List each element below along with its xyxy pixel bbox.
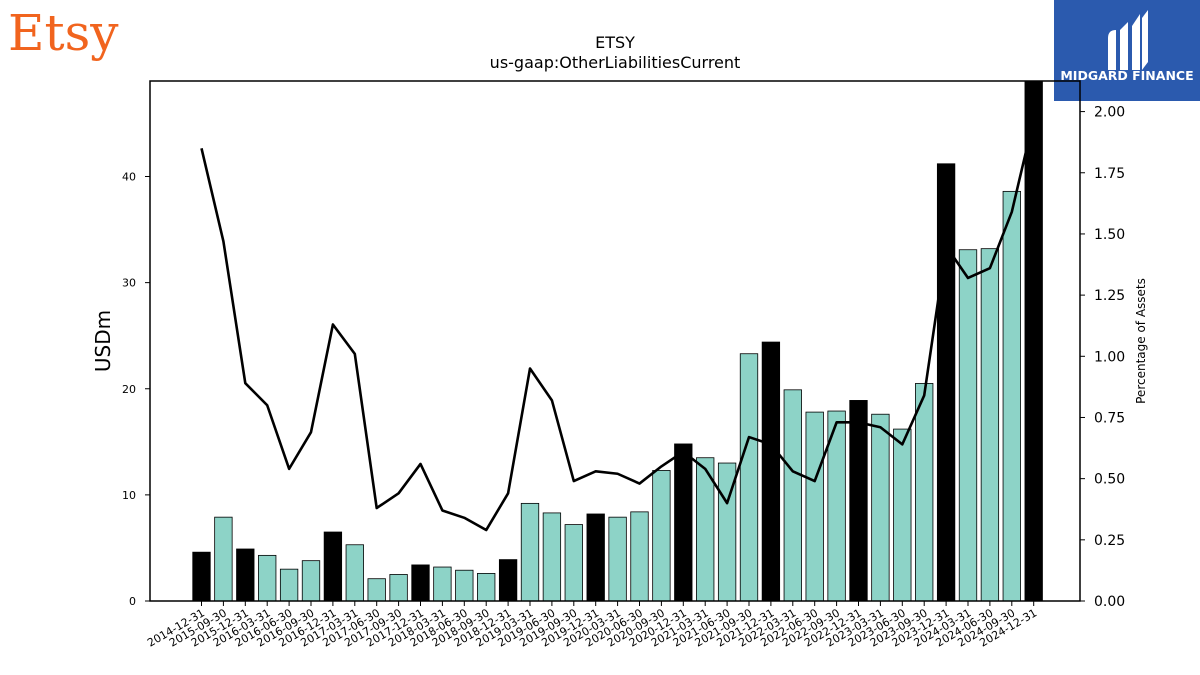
y2-tick-label: 0.75 xyxy=(1094,410,1125,426)
bar xyxy=(739,353,759,602)
bar xyxy=(389,574,408,602)
bar xyxy=(455,569,474,602)
bar xyxy=(980,248,1000,602)
y2-tick-label: 1.75 xyxy=(1094,166,1125,182)
bar xyxy=(783,389,802,602)
bar xyxy=(936,163,956,602)
bar-series xyxy=(192,80,1043,602)
bar xyxy=(761,341,781,602)
y-tick-label: 0 xyxy=(129,595,136,608)
bar xyxy=(258,554,277,602)
y2-tick-label: 0.50 xyxy=(1094,472,1125,488)
bar xyxy=(542,512,562,602)
line-series xyxy=(200,118,1035,532)
y2-tick-label: 0.00 xyxy=(1094,594,1125,610)
y2-tick-label: 1.00 xyxy=(1094,349,1125,365)
bar xyxy=(236,548,255,602)
y-tick-label: 20 xyxy=(122,383,136,396)
y2-tick-label: 1.50 xyxy=(1094,227,1125,243)
y2-tick-label: 0.25 xyxy=(1094,533,1125,549)
bar xyxy=(1024,80,1043,602)
bar xyxy=(564,524,583,602)
bar xyxy=(652,470,671,602)
bar xyxy=(214,516,233,602)
y-tick-label: 30 xyxy=(122,277,136,290)
logo-text: MIDGARD FINANCE xyxy=(1060,68,1193,83)
bar xyxy=(915,383,934,602)
bar xyxy=(411,564,430,602)
bar xyxy=(958,249,978,602)
bar xyxy=(805,411,824,602)
y2-axis-label: Percentage of Assets xyxy=(1134,278,1148,404)
etsy-logo: Etsy xyxy=(8,4,119,62)
bar xyxy=(608,516,627,602)
midgard-finance-logo: MIDGARD FINANCE xyxy=(1054,0,1200,101)
y2-tick-label: 2.00 xyxy=(1094,105,1125,121)
bar xyxy=(630,511,649,602)
y2-tick-label: 1.25 xyxy=(1094,288,1125,304)
bar xyxy=(1002,190,1021,602)
bar xyxy=(433,566,452,602)
bar xyxy=(192,551,211,602)
plot-frame xyxy=(149,80,1081,602)
bar xyxy=(367,578,386,602)
bar xyxy=(674,443,693,602)
bar xyxy=(871,413,890,602)
bar xyxy=(498,559,518,602)
chart-title: ETSY xyxy=(595,33,635,52)
y-tick-label: 10 xyxy=(122,489,136,502)
bar xyxy=(849,400,868,602)
bar xyxy=(345,544,364,602)
y-tick-label: 40 xyxy=(122,171,136,184)
bar xyxy=(323,531,343,602)
logo-mark-icon xyxy=(1108,10,1148,70)
bar xyxy=(586,513,605,602)
bar xyxy=(279,568,299,602)
percentage-line xyxy=(200,118,1035,532)
chart-subtitle: us-gaap:OtherLiabilitiesCurrent xyxy=(490,53,741,72)
bar xyxy=(477,573,496,602)
bar xyxy=(893,428,912,602)
bar xyxy=(520,502,540,602)
y-axis-label: USDm xyxy=(91,310,115,372)
bar xyxy=(301,560,321,602)
